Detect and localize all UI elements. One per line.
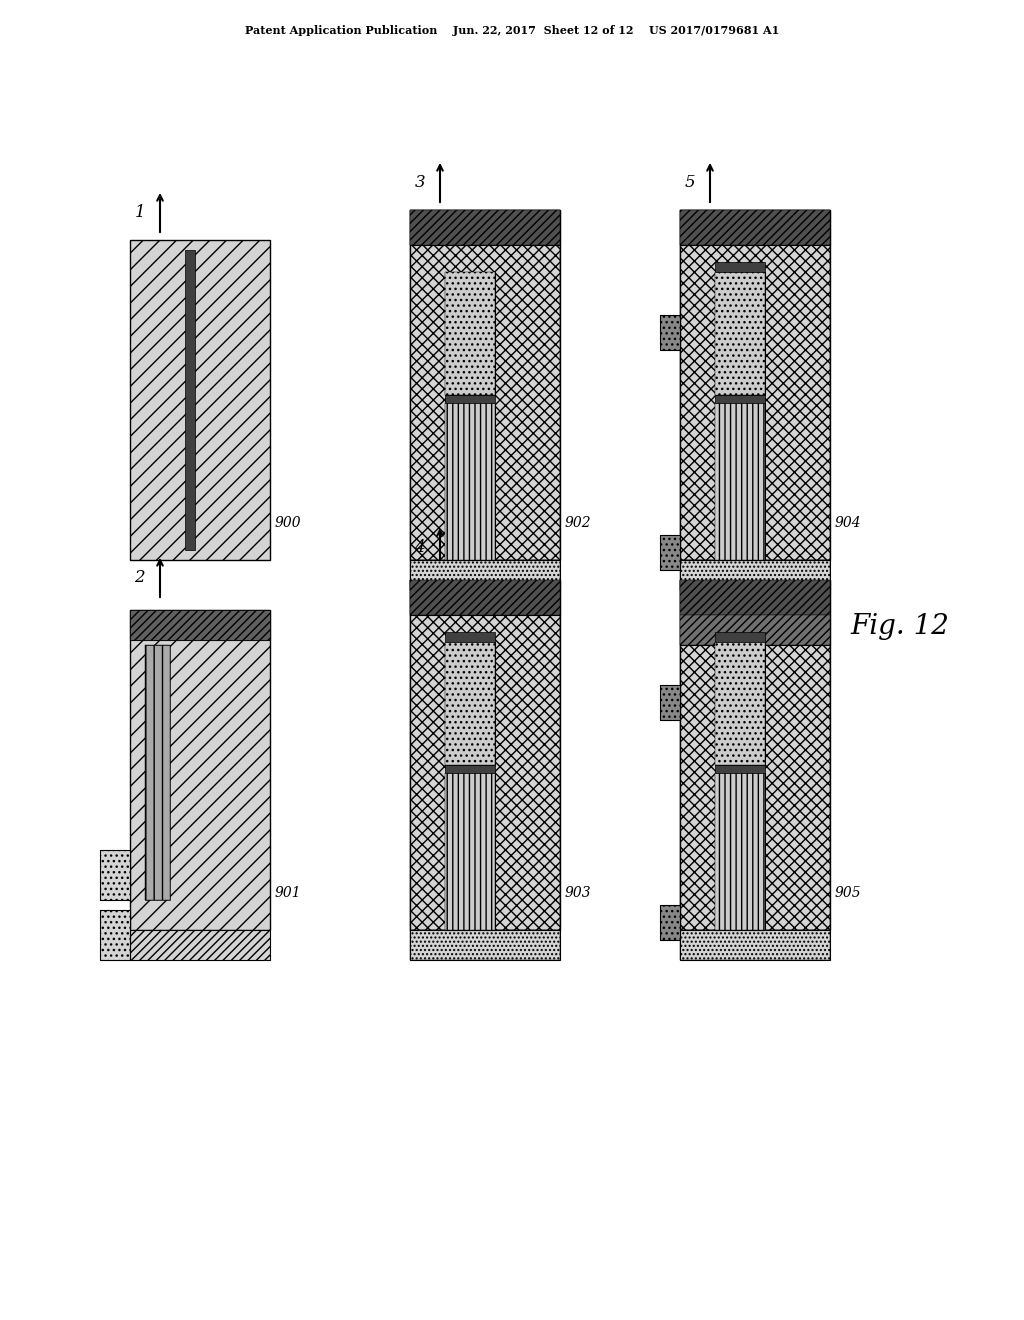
Bar bbox=[100, 850, 130, 900]
Text: 1: 1 bbox=[134, 205, 145, 220]
Bar bbox=[145, 645, 170, 900]
Bar bbox=[130, 931, 270, 960]
Bar bbox=[660, 315, 680, 350]
Text: 4: 4 bbox=[415, 539, 425, 556]
Text: 2: 2 bbox=[134, 569, 145, 586]
Bar bbox=[445, 772, 495, 931]
Bar bbox=[410, 931, 560, 960]
Bar bbox=[680, 579, 830, 931]
Bar bbox=[100, 909, 130, 960]
Bar bbox=[715, 764, 765, 772]
Bar bbox=[680, 579, 830, 931]
Bar bbox=[445, 403, 495, 560]
Bar bbox=[680, 210, 830, 560]
Bar bbox=[130, 931, 270, 960]
Bar bbox=[145, 645, 170, 900]
Bar bbox=[410, 560, 560, 590]
Bar bbox=[410, 579, 560, 615]
Bar bbox=[715, 642, 765, 764]
Bar bbox=[715, 272, 765, 395]
Bar bbox=[410, 210, 560, 560]
Bar bbox=[445, 764, 495, 772]
Bar bbox=[680, 579, 830, 615]
Bar bbox=[680, 931, 830, 960]
Bar bbox=[715, 403, 765, 560]
Bar bbox=[715, 632, 765, 642]
Bar bbox=[130, 240, 270, 560]
Bar bbox=[715, 261, 765, 272]
Bar bbox=[410, 931, 560, 960]
Bar bbox=[715, 772, 765, 931]
Bar bbox=[680, 210, 830, 560]
Bar bbox=[715, 272, 765, 395]
Bar bbox=[445, 395, 495, 403]
Text: 905: 905 bbox=[835, 886, 861, 900]
Text: 901: 901 bbox=[275, 886, 302, 900]
Bar bbox=[100, 909, 130, 960]
Text: Patent Application Publication    Jun. 22, 2017  Sheet 12 of 12    US 2017/01796: Patent Application Publication Jun. 22, … bbox=[245, 25, 779, 36]
Bar bbox=[660, 685, 680, 719]
Bar bbox=[715, 395, 765, 403]
Bar bbox=[660, 906, 680, 940]
Bar bbox=[410, 579, 560, 931]
Bar bbox=[715, 772, 765, 931]
Bar bbox=[410, 579, 560, 931]
Text: Fig. 12: Fig. 12 bbox=[850, 612, 949, 640]
Bar bbox=[410, 579, 560, 615]
Bar bbox=[410, 210, 560, 246]
Bar bbox=[680, 579, 830, 615]
Text: 902: 902 bbox=[565, 516, 592, 531]
Text: 903: 903 bbox=[565, 886, 592, 900]
Bar bbox=[130, 610, 270, 640]
Bar bbox=[660, 315, 680, 350]
Text: 5: 5 bbox=[684, 174, 695, 191]
Bar bbox=[445, 772, 495, 931]
Bar bbox=[130, 240, 270, 560]
Bar bbox=[445, 272, 495, 395]
Bar bbox=[715, 642, 765, 764]
Bar bbox=[660, 685, 680, 719]
Bar bbox=[410, 210, 560, 560]
Text: 3: 3 bbox=[415, 174, 425, 191]
Bar bbox=[410, 210, 560, 246]
Bar bbox=[135, 246, 265, 554]
Bar bbox=[445, 632, 495, 642]
Bar bbox=[185, 249, 195, 550]
Bar bbox=[445, 272, 495, 395]
Text: 904: 904 bbox=[835, 516, 861, 531]
Bar bbox=[680, 210, 830, 246]
Bar bbox=[680, 560, 830, 590]
Bar bbox=[680, 210, 830, 246]
Bar bbox=[680, 560, 830, 590]
Bar bbox=[715, 403, 765, 560]
Bar bbox=[445, 642, 495, 764]
Bar bbox=[680, 615, 830, 645]
Bar bbox=[130, 610, 270, 931]
Text: 900: 900 bbox=[275, 516, 302, 531]
Bar bbox=[130, 610, 270, 931]
Bar bbox=[130, 610, 270, 640]
Bar bbox=[660, 535, 680, 570]
Bar bbox=[100, 850, 130, 900]
Bar bbox=[660, 535, 680, 570]
Bar bbox=[660, 906, 680, 940]
Bar bbox=[680, 615, 830, 645]
Bar bbox=[445, 642, 495, 764]
Bar bbox=[445, 403, 495, 560]
Bar bbox=[680, 931, 830, 960]
Bar bbox=[410, 560, 560, 590]
